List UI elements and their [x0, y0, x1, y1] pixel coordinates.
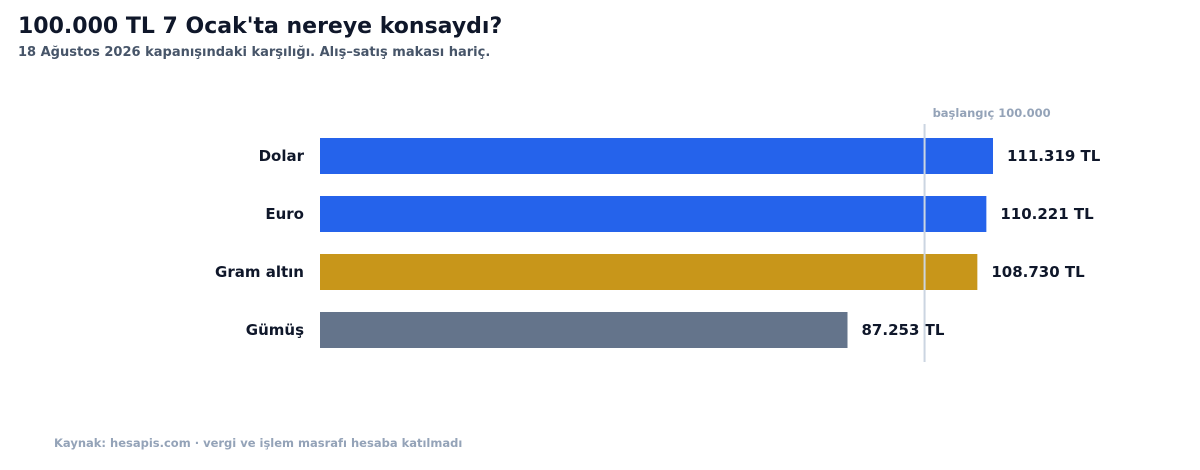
bar-1 — [320, 196, 987, 232]
bar-2 — [320, 254, 978, 290]
value-label: 87.253 TL — [862, 321, 945, 339]
category-label: Dolar — [259, 147, 305, 165]
category-label: Gümüş — [246, 321, 304, 339]
value-label: 108.730 TL — [991, 263, 1085, 281]
chart-title: 100.000 TL 7 Ocak'ta nereye konsaydı? — [18, 14, 503, 39]
bars-layer: Dolar 111.319 TL Euro 110.221 TL Gram altın 1… — [215, 138, 1101, 348]
category-label: Gram altın — [215, 263, 304, 281]
reference-line-label: başlangıç 100.000 — [933, 106, 1051, 120]
value-label: 110.221 TL — [1000, 205, 1094, 223]
chart-subtitle: 18 Ağustos 2026 kapanışındaki karşılığı.… — [18, 45, 491, 60]
bar-3 — [320, 312, 848, 348]
value-label: 111.319 TL — [1007, 147, 1101, 165]
category-label: Euro — [265, 205, 304, 223]
source-note: Kaynak: hesapis.com · vergi ve işlem mas… — [54, 436, 463, 450]
bar-0 — [320, 138, 993, 174]
